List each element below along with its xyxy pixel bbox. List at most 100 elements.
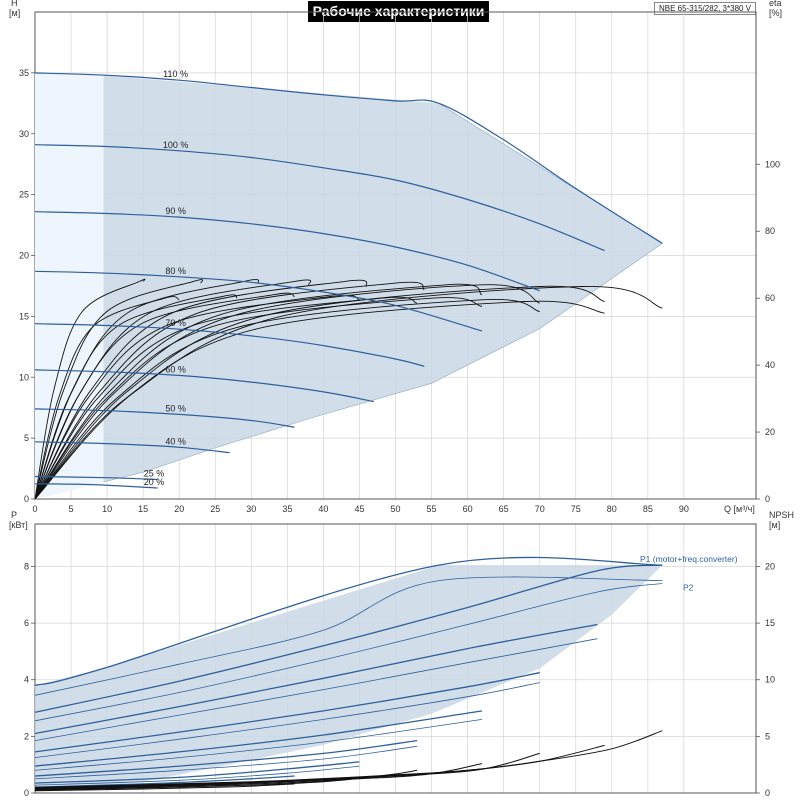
power-y-tick-label: 4 (24, 675, 29, 685)
power-y-tick-label: 2 (24, 731, 29, 741)
efficiency-curve (34, 285, 605, 500)
speed-curve (34, 211, 540, 292)
power-envelope (35, 565, 663, 789)
power-y-right-tick-label: 0 (765, 788, 770, 798)
speed-curve-label: 110 % (163, 69, 188, 79)
speed-curve-label: 20 % (144, 477, 165, 487)
p1-curve (34, 761, 360, 784)
power-y-axis-unit: [кВт] (9, 520, 28, 530)
x-tick-label: 50 (390, 504, 400, 514)
head-y-tick-label: 20 (19, 251, 29, 261)
efficiency-curve (34, 283, 483, 500)
head-y-right-tick-label: 100 (765, 159, 780, 169)
x-tick-label: 0 (32, 504, 37, 514)
power-y-tick-label: 6 (24, 618, 29, 628)
p1-label: P1 (motor+freq.converter) (640, 554, 738, 564)
efficiency-curve (34, 294, 360, 500)
p1-curve (34, 556, 663, 687)
power-y-axis-label: P (11, 510, 17, 520)
p1-curve (34, 710, 483, 767)
x-tick-label: 35 (282, 504, 292, 514)
head-y-axis-unit: [м] (9, 8, 20, 18)
efficiency-curve (34, 296, 180, 500)
p2-curve (34, 583, 663, 722)
head-y-axis-label: H (11, 0, 18, 8)
efficiency-curve (34, 299, 540, 500)
efficiency-curve (34, 281, 425, 500)
head-y-tick-label: 35 (19, 68, 29, 78)
head-y-tick-label: 30 (19, 129, 29, 139)
x-tick-label: 5 (69, 504, 74, 514)
x-tick-label: 65 (499, 504, 509, 514)
power-y-right-tick-label: 5 (765, 731, 770, 741)
speed-curve-label: 50 % (165, 403, 186, 413)
head-y-right-axis-unit: [%] (769, 8, 782, 18)
speed-curve-label: 100 % (163, 140, 189, 150)
speed-curve-label: 70 % (165, 318, 186, 328)
npsh-curve (34, 769, 418, 791)
p2-label: P2 (683, 583, 694, 593)
head-y-tick-label: 15 (19, 311, 29, 321)
head-chart: 0 5 10 15 20 25 30 35 0 20 40 60 80 100 H[м] eta[%] 0 5 10… (9, 0, 782, 514)
power-plot-frame (34, 523, 757, 794)
speed-curve-label: 90 % (165, 206, 186, 216)
speed-curve-label: 25 % (144, 469, 165, 479)
speed-curve (34, 72, 663, 244)
efficiency-curve (34, 296, 418, 500)
efficiency-curve (34, 278, 146, 500)
head-y-tick-label: 25 (19, 190, 29, 200)
power-y-tick-label: 0 (24, 788, 29, 798)
operating-envelope (35, 72, 663, 500)
head-y-tick-label: 0 (24, 494, 29, 504)
npsh-curve (34, 777, 360, 791)
x-tick-label: 15 (138, 504, 148, 514)
efficiency-curve (34, 300, 605, 500)
x-tick-label: 40 (318, 504, 328, 514)
x-tick-label: 10 (102, 504, 112, 514)
speed-curve-label: 60 % (165, 364, 186, 374)
npsh-curve (34, 763, 483, 790)
x-tick-label: 20 (174, 504, 184, 514)
head-y-right-tick-label: 0 (765, 494, 770, 504)
efficiency-curve (34, 294, 238, 500)
speed-curve-label: 40 % (165, 436, 186, 446)
speed-curve (34, 408, 295, 428)
p2-curve (34, 576, 663, 696)
efficiency-curve (34, 292, 295, 500)
x-tick-label: 85 (643, 504, 653, 514)
p2-curve (34, 719, 483, 771)
p2-curve (34, 745, 418, 780)
p1-curve (34, 672, 540, 753)
x-tick-label: 60 (463, 504, 473, 514)
speed-curve (34, 369, 375, 403)
speed-curve (34, 483, 158, 489)
head-y-right-tick-label: 60 (765, 293, 775, 303)
x-tick-label: 30 (246, 504, 256, 514)
p2-curve (34, 682, 540, 758)
efficiency-curve (34, 297, 483, 500)
power-y-right-axis-label: NPSH (769, 510, 794, 520)
p1-curve (34, 739, 418, 777)
x-axis-label: Q [м³/ч] (724, 504, 755, 514)
x-tick-label: 70 (535, 504, 545, 514)
speed-curve (34, 441, 230, 454)
power-y-right-tick-label: 20 (765, 561, 775, 571)
x-tick-label: 75 (571, 504, 581, 514)
power-y-right-tick-label: 15 (765, 618, 775, 628)
x-tick-label: 45 (354, 504, 364, 514)
x-tick-label: 80 (607, 504, 617, 514)
power-y-tick-label: 8 (24, 561, 29, 571)
power-y-right-tick-label: 10 (765, 675, 775, 685)
efficiency-curve (34, 286, 663, 500)
efficiency-curve (34, 279, 204, 500)
head-y-right-tick-label: 40 (765, 360, 775, 370)
head-y-tick-label: 5 (24, 433, 29, 443)
head-y-right-tick-label: 20 (765, 427, 775, 437)
low-flow-zone (35, 72, 104, 500)
x-tick-label: 25 (210, 504, 220, 514)
speed-curve-label: 80 % (165, 266, 186, 276)
power-chart: 0 2 4 6 8 0 5 10 15 20 P[кВт] NPSH[м] P1 (motor+freq… (9, 510, 794, 798)
head-y-right-axis-label: eta (769, 0, 782, 8)
x-tick-label: 55 (427, 504, 437, 514)
